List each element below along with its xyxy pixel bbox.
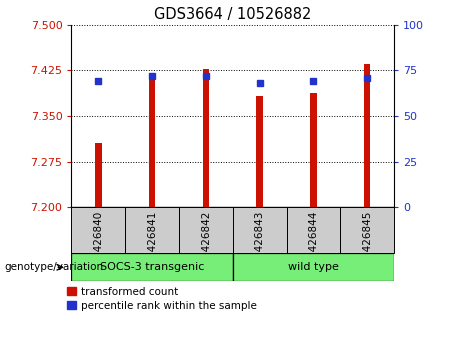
Bar [149, 75, 155, 207]
FancyBboxPatch shape [71, 253, 233, 281]
FancyBboxPatch shape [125, 207, 179, 253]
Bar [95, 143, 101, 207]
FancyBboxPatch shape [179, 207, 233, 253]
FancyBboxPatch shape [71, 207, 125, 253]
Bar [203, 69, 209, 207]
Text: GSM426843: GSM426843 [254, 211, 265, 274]
FancyBboxPatch shape [233, 207, 287, 253]
Text: GSM426841: GSM426841 [147, 211, 157, 274]
Text: GSM426840: GSM426840 [93, 211, 103, 274]
Bar [364, 64, 371, 207]
Text: GSM426845: GSM426845 [362, 211, 372, 274]
Text: genotype/variation: genotype/variation [5, 262, 104, 272]
Text: wild type: wild type [288, 262, 339, 272]
FancyBboxPatch shape [287, 207, 340, 253]
Bar [256, 97, 263, 207]
FancyBboxPatch shape [340, 207, 394, 253]
Text: GSM426844: GSM426844 [308, 211, 319, 274]
Text: SOCS-3 transgenic: SOCS-3 transgenic [100, 262, 204, 272]
Text: GSM426842: GSM426842 [201, 211, 211, 274]
Legend: transformed count, percentile rank within the sample: transformed count, percentile rank withi… [67, 287, 257, 311]
FancyBboxPatch shape [233, 253, 394, 281]
Bar [310, 93, 317, 207]
Title: GDS3664 / 10526882: GDS3664 / 10526882 [154, 7, 312, 22]
